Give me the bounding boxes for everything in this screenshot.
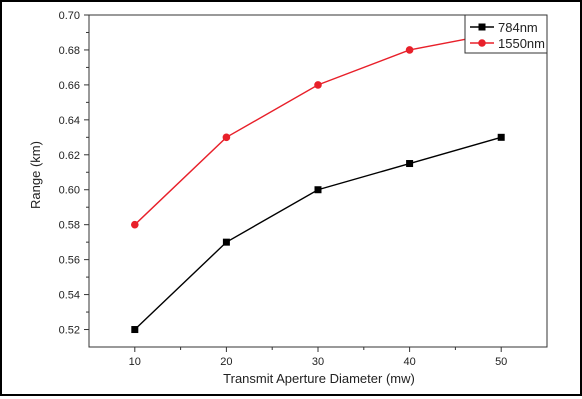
y-tick-label: 0.62 — [59, 150, 80, 162]
x-tick-label: 40 — [403, 356, 415, 368]
legend-marker-784nm — [478, 23, 486, 31]
series-line-784nm — [134, 136, 502, 331]
plot-area-border — [88, 14, 548, 348]
data-point-1550nm — [131, 220, 139, 229]
y-tick-label: 0.58 — [59, 220, 80, 232]
x-tick-label: 20 — [220, 356, 232, 368]
data-point-784nm — [314, 186, 322, 194]
x-tick-label: 10 — [129, 356, 141, 368]
x-tick-label: 30 — [312, 356, 324, 368]
y-tick-label: 0.56 — [59, 255, 80, 267]
data-point-784nm — [222, 238, 230, 246]
legend-label-1550nm: 1550nm — [498, 36, 545, 51]
data-point-1550nm — [222, 133, 231, 142]
x-axis-label: Transmit Aperture Diameter (mw) — [223, 371, 415, 386]
axis-ticks: 0.52 0.54 0.56 0.58 0.60 0.62 0.64 0.66 0.68 0.70… — [59, 10, 508, 368]
series-layer — [131, 28, 506, 334]
y-tick-label: 0.54 — [59, 290, 80, 302]
x-tick-label: 50 — [495, 356, 507, 368]
y-tick-label: 0.60 — [59, 185, 80, 197]
y-tick-label: 0.64 — [59, 115, 80, 127]
legend-box — [464, 14, 548, 54]
y-tick-label: 0.68 — [59, 45, 80, 57]
line-chart: 0.52 0.54 0.56 0.58 0.60 0.62 0.64 0.66 0.68 0.70… — [28, 10, 548, 386]
y-tick-label: 0.66 — [59, 80, 80, 92]
series-line-1550nm — [134, 31, 502, 226]
y-axis-label: Range (km) — [28, 141, 43, 209]
data-point-1550nm — [405, 46, 414, 54]
y-tick-label: 0.70 — [59, 10, 80, 22]
plot-axes — [88, 14, 548, 348]
data-point-1550nm — [314, 81, 322, 89]
data-point-784nm — [406, 160, 414, 168]
legend-marker-1550nm — [478, 39, 486, 47]
data-point-784nm — [131, 326, 139, 334]
legend-label-784nm: 784nm — [498, 20, 538, 35]
data-point-784nm — [497, 133, 505, 141]
y-tick-label: 0.52 — [59, 325, 80, 337]
